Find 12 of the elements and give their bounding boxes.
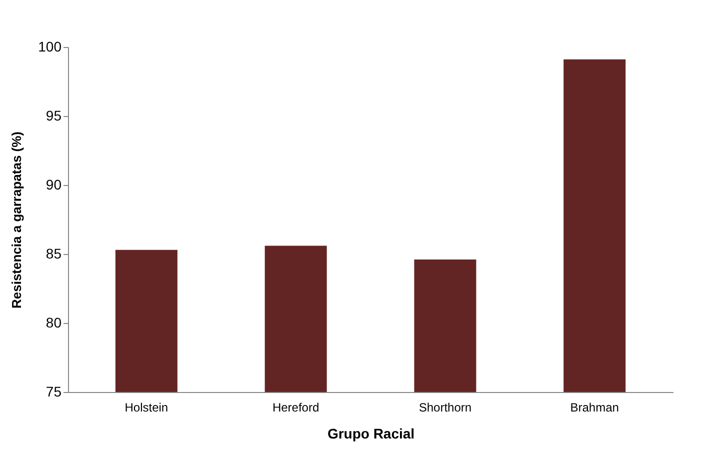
y-tick-label: 95 (46, 108, 62, 124)
y-tick-label: 100 (38, 38, 62, 54)
y-tick-label: 80 (46, 314, 62, 330)
x-tick-label: Holstein (124, 400, 168, 414)
x-tick-label: Shorthorn (418, 400, 472, 414)
x-axis-title: Grupo Racial (327, 426, 415, 442)
x-tick-label: Hereford (272, 400, 320, 414)
y-tick-label: 75 (46, 384, 62, 400)
y-axis-title: Resistencia a garrapatas (%) (9, 131, 24, 309)
x-tick-label: Brahman (570, 400, 619, 414)
y-tick-label: 90 (46, 176, 62, 192)
y-tick-label: 85 (46, 246, 62, 262)
